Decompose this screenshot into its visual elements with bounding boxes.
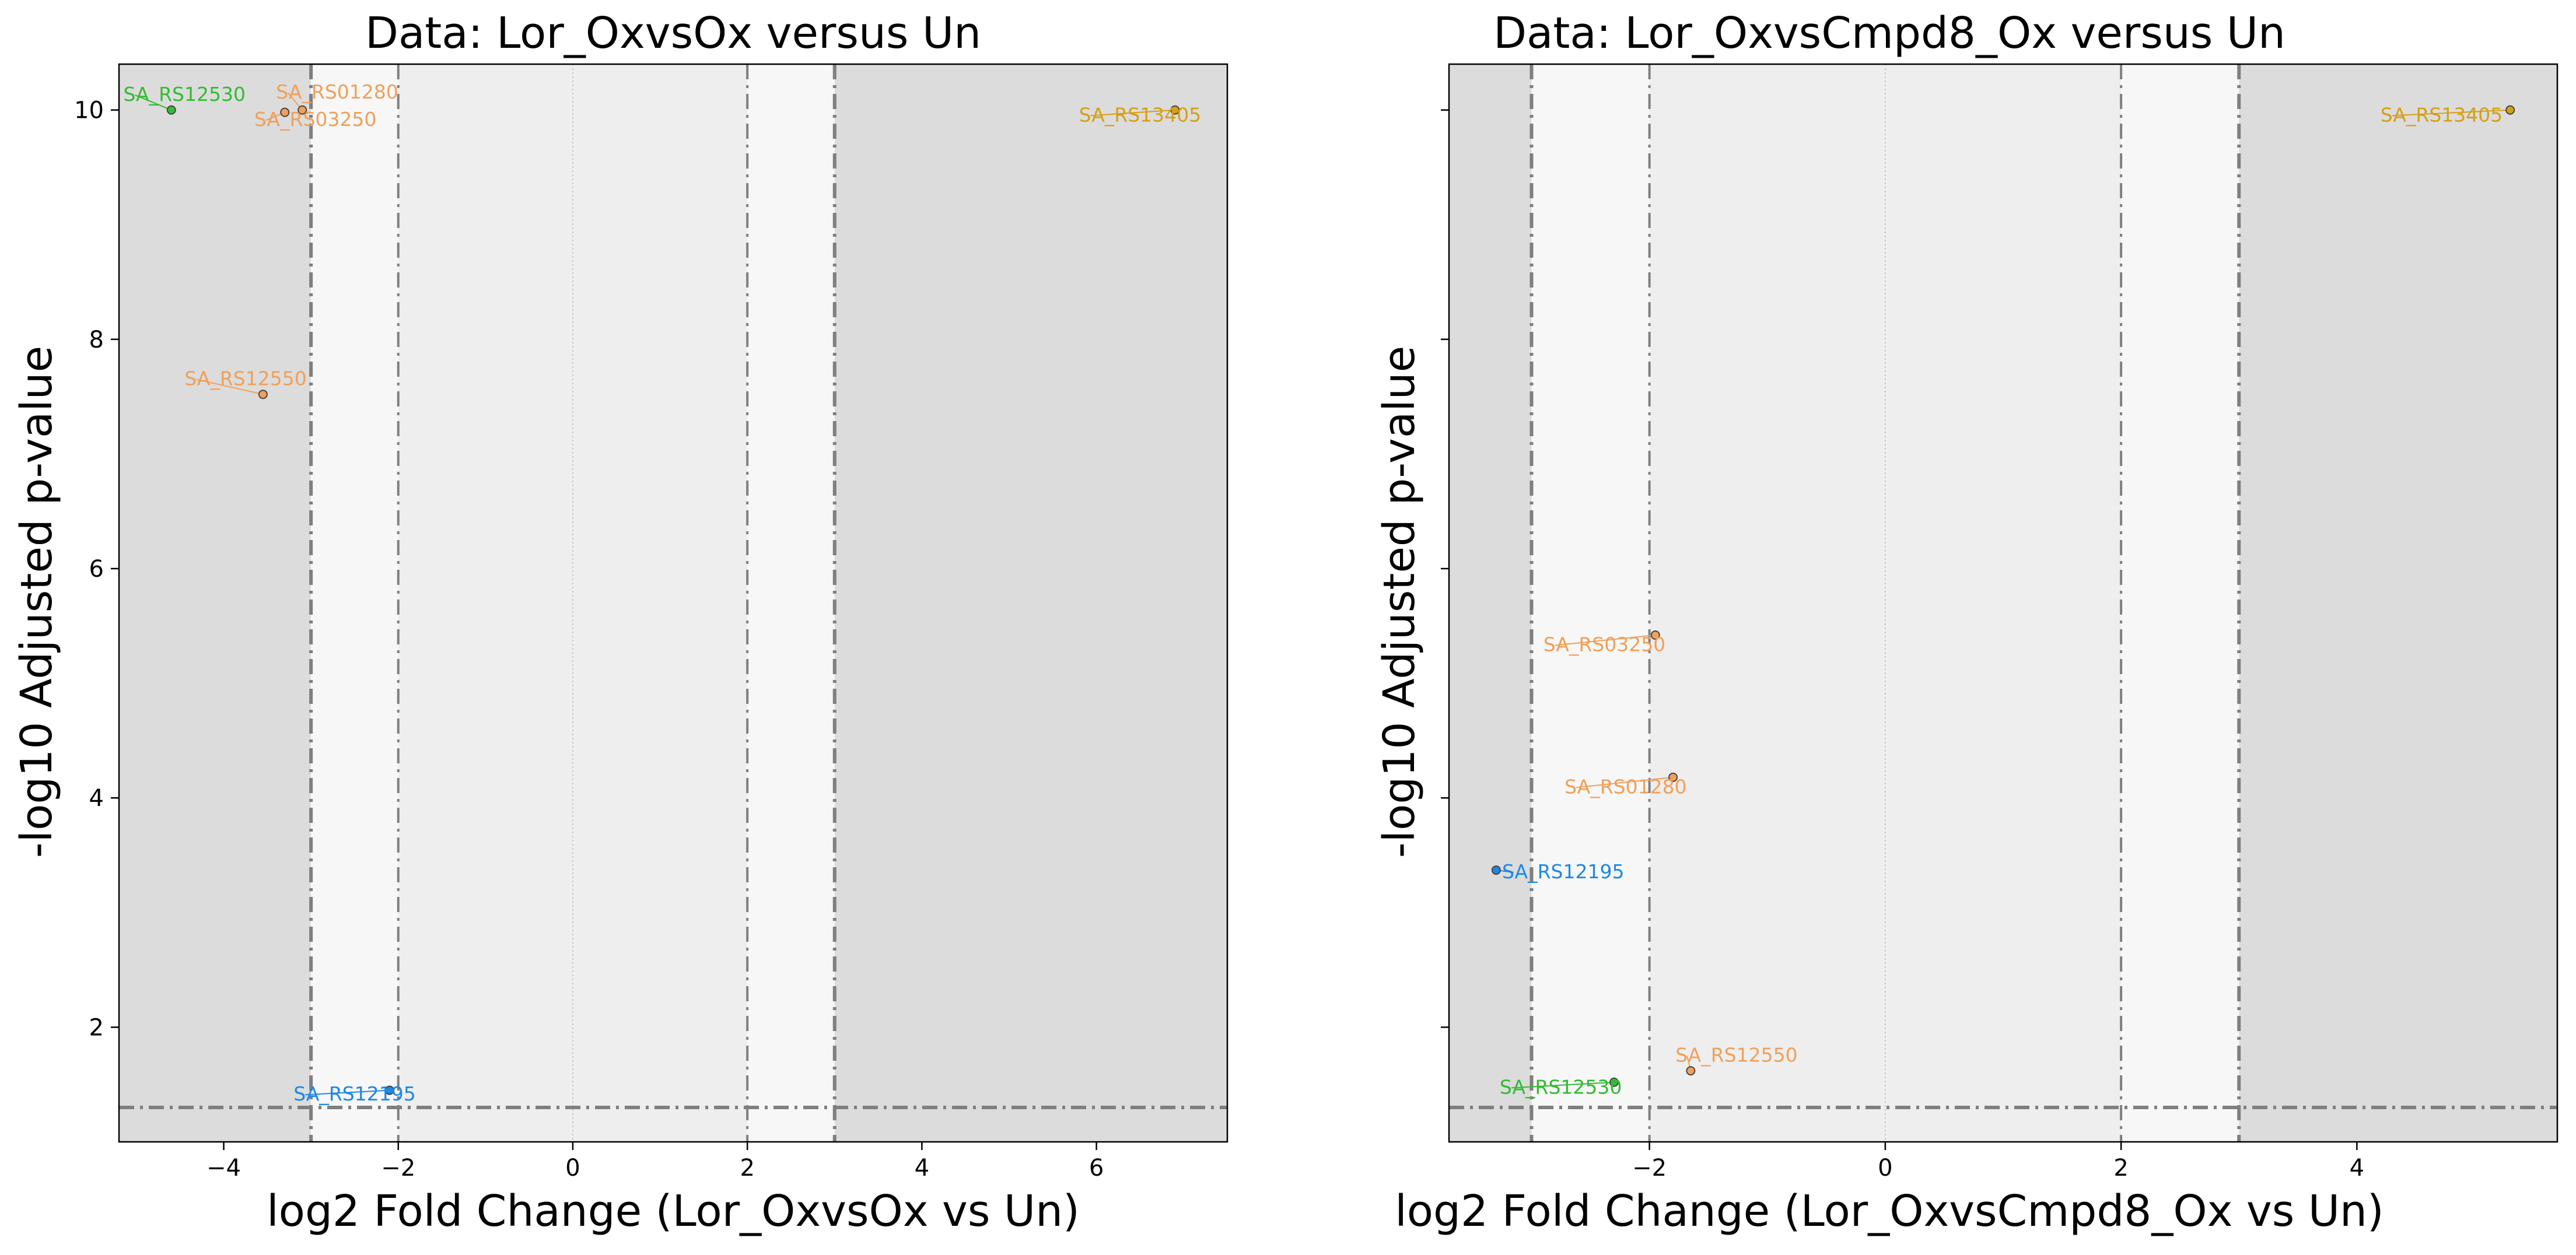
shade-region-mid-left <box>311 64 398 1142</box>
y-axis-label-right: -log10 Adjusted p-value <box>1374 346 1424 858</box>
data-point <box>1609 1077 1619 1087</box>
x-tick-label: 2 <box>740 1155 754 1182</box>
chart-title-left: Data: Lor_OxvsOx versus Un <box>365 8 981 58</box>
point-leader-line <box>135 94 172 111</box>
y-tick-label: 6 <box>89 556 104 583</box>
data-point <box>1650 630 1660 640</box>
point-leader-line <box>1090 109 1175 117</box>
volcano-plot-right: Data: Lor_OxvsCmpd8_Ox versus Un SA_RS13… <box>1374 8 2558 1236</box>
data-point <box>166 105 176 115</box>
y-tick-label: 10 <box>74 97 104 124</box>
point-label: SA_RS12530 <box>123 83 246 106</box>
x-tick-label: 4 <box>915 1155 929 1182</box>
shade-region-mid-right <box>2121 64 2239 1142</box>
data-point <box>1686 1066 1696 1076</box>
point-label: SA_RS01280 <box>1564 775 1687 798</box>
data-point <box>298 105 307 115</box>
plot-area-left: SA_RS12530 SA_RS01280 SA_RS03250 SA_RS13405… <box>74 63 1228 1182</box>
point-label: SA_RS12195 <box>293 1082 416 1105</box>
x-axis-label-right: log2 Fold Change (Lor_OxvsCmpd8_Ox vs Un… <box>1395 1186 2384 1236</box>
y-tick-label: 4 <box>89 785 104 812</box>
data-point <box>1491 865 1501 875</box>
data-point <box>2505 105 2515 115</box>
data-point <box>1170 105 1180 115</box>
shade-region-far-right <box>834 64 1227 1142</box>
data-point <box>1668 772 1678 782</box>
data-point <box>384 1085 394 1095</box>
data-point <box>280 107 290 117</box>
shade-region-mid-right <box>747 64 835 1142</box>
point-label: SA_RS03250 <box>1544 633 1666 656</box>
shade-region-far-left <box>1449 64 1532 1142</box>
x-tick-label: −2 <box>381 1155 415 1182</box>
point-label: SA_RS03250 <box>254 108 377 131</box>
point-label: SA_RS13405 <box>2381 103 2503 126</box>
y-tick-label: 8 <box>89 327 104 353</box>
axes-frame <box>118 63 1228 1143</box>
x-tick-label: 4 <box>2350 1155 2364 1182</box>
point-label: SA_RS12195 <box>1502 860 1625 883</box>
y-axis-label-left: -log10 Adjusted p-value <box>12 346 62 858</box>
point-leader-line <box>1511 1081 1615 1089</box>
point-leader-line <box>2392 109 2511 117</box>
data-point <box>258 390 268 399</box>
axes-frame <box>1448 63 2558 1143</box>
x-tick-label: 2 <box>2113 1155 2128 1182</box>
shade-region-mid-left <box>1531 64 1650 1142</box>
plot-area-right: SA_RS13405 SA_RS03250 SA_RS01280 SA_RS12195… <box>1441 63 2558 1182</box>
point-label: SA_RS13405 <box>1079 103 1202 126</box>
x-tick-label: 6 <box>1089 1155 1104 1182</box>
point-leader-line <box>1576 776 1674 788</box>
x-tick-label: −2 <box>1632 1155 1667 1182</box>
chart-title-right: Data: Lor_OxvsCmpd8_Ox versus Un <box>1493 8 2286 58</box>
x-tick-label: 0 <box>565 1155 580 1182</box>
volcano-plot-left: Data: Lor_OxvsOx versus Un SA_RS12530 SA_… <box>12 8 1228 1236</box>
point-label: SA_RS01280 <box>276 80 398 103</box>
point-label: SA_RS12550 <box>1675 1043 1798 1066</box>
y-tick-label: 2 <box>89 1014 104 1041</box>
x-tick-label: −4 <box>206 1155 241 1182</box>
shade-region-far-left <box>119 64 312 1142</box>
point-leader-line <box>195 378 264 395</box>
x-axis-label-left: log2 Fold Change (Lor_OxvsOx vs Un) <box>267 1186 1080 1236</box>
point-leader-line <box>1555 634 1656 646</box>
shade-region-far-right <box>2239 64 2557 1142</box>
point-label: SA_RS12550 <box>184 367 307 390</box>
point-leader-line <box>305 1089 390 1096</box>
point-label: SA_RS12530 <box>1500 1075 1622 1098</box>
x-tick-label: 0 <box>1878 1155 1892 1182</box>
